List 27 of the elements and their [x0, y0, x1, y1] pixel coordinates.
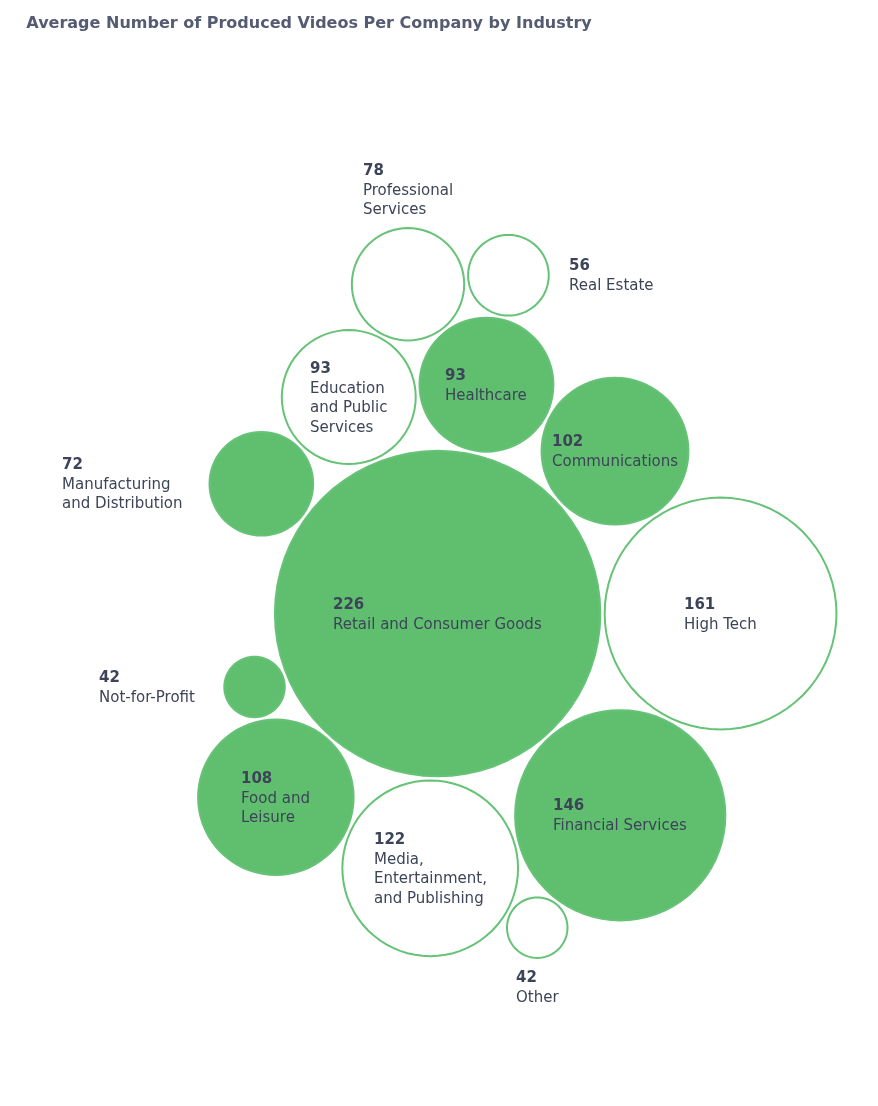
- data-label: 93: [310, 359, 331, 377]
- data-label: 42: [516, 968, 537, 986]
- data-label: 42: [99, 668, 120, 686]
- category-label: Education and Public Services: [310, 378, 388, 436]
- data-label: 72: [62, 455, 83, 473]
- data-label: 161: [684, 595, 716, 613]
- category-label: Financial Services: [553, 815, 687, 834]
- data-label: 146: [553, 796, 585, 814]
- data-label: 108: [241, 769, 273, 787]
- data-label: 56: [569, 256, 590, 274]
- data-label: 226: [333, 595, 365, 613]
- category-label: Healthcare: [445, 385, 527, 404]
- category-label: Real Estate: [569, 275, 654, 294]
- category-label: High Tech: [684, 614, 757, 633]
- data-label: 93: [445, 366, 466, 384]
- category-label: Manufacturing and Distribution: [62, 474, 183, 512]
- category-label: Media, Entertainment, and Publishing: [374, 849, 488, 907]
- data-label: 78: [363, 161, 384, 179]
- data-label: 102: [552, 432, 584, 450]
- category-label: Retail and Consumer Goods: [333, 614, 542, 633]
- category-label: Not-for-Profit: [99, 687, 196, 706]
- category-label: Food and Leisure: [241, 788, 310, 826]
- data-label: 122: [374, 830, 406, 848]
- category-label: Professional Services: [363, 180, 454, 218]
- category-label: Communications: [552, 451, 679, 470]
- text: Average Number of Produced Videos Per Company by Industry: [26, 12, 593, 32]
- category-label: Other: [516, 987, 560, 1006]
